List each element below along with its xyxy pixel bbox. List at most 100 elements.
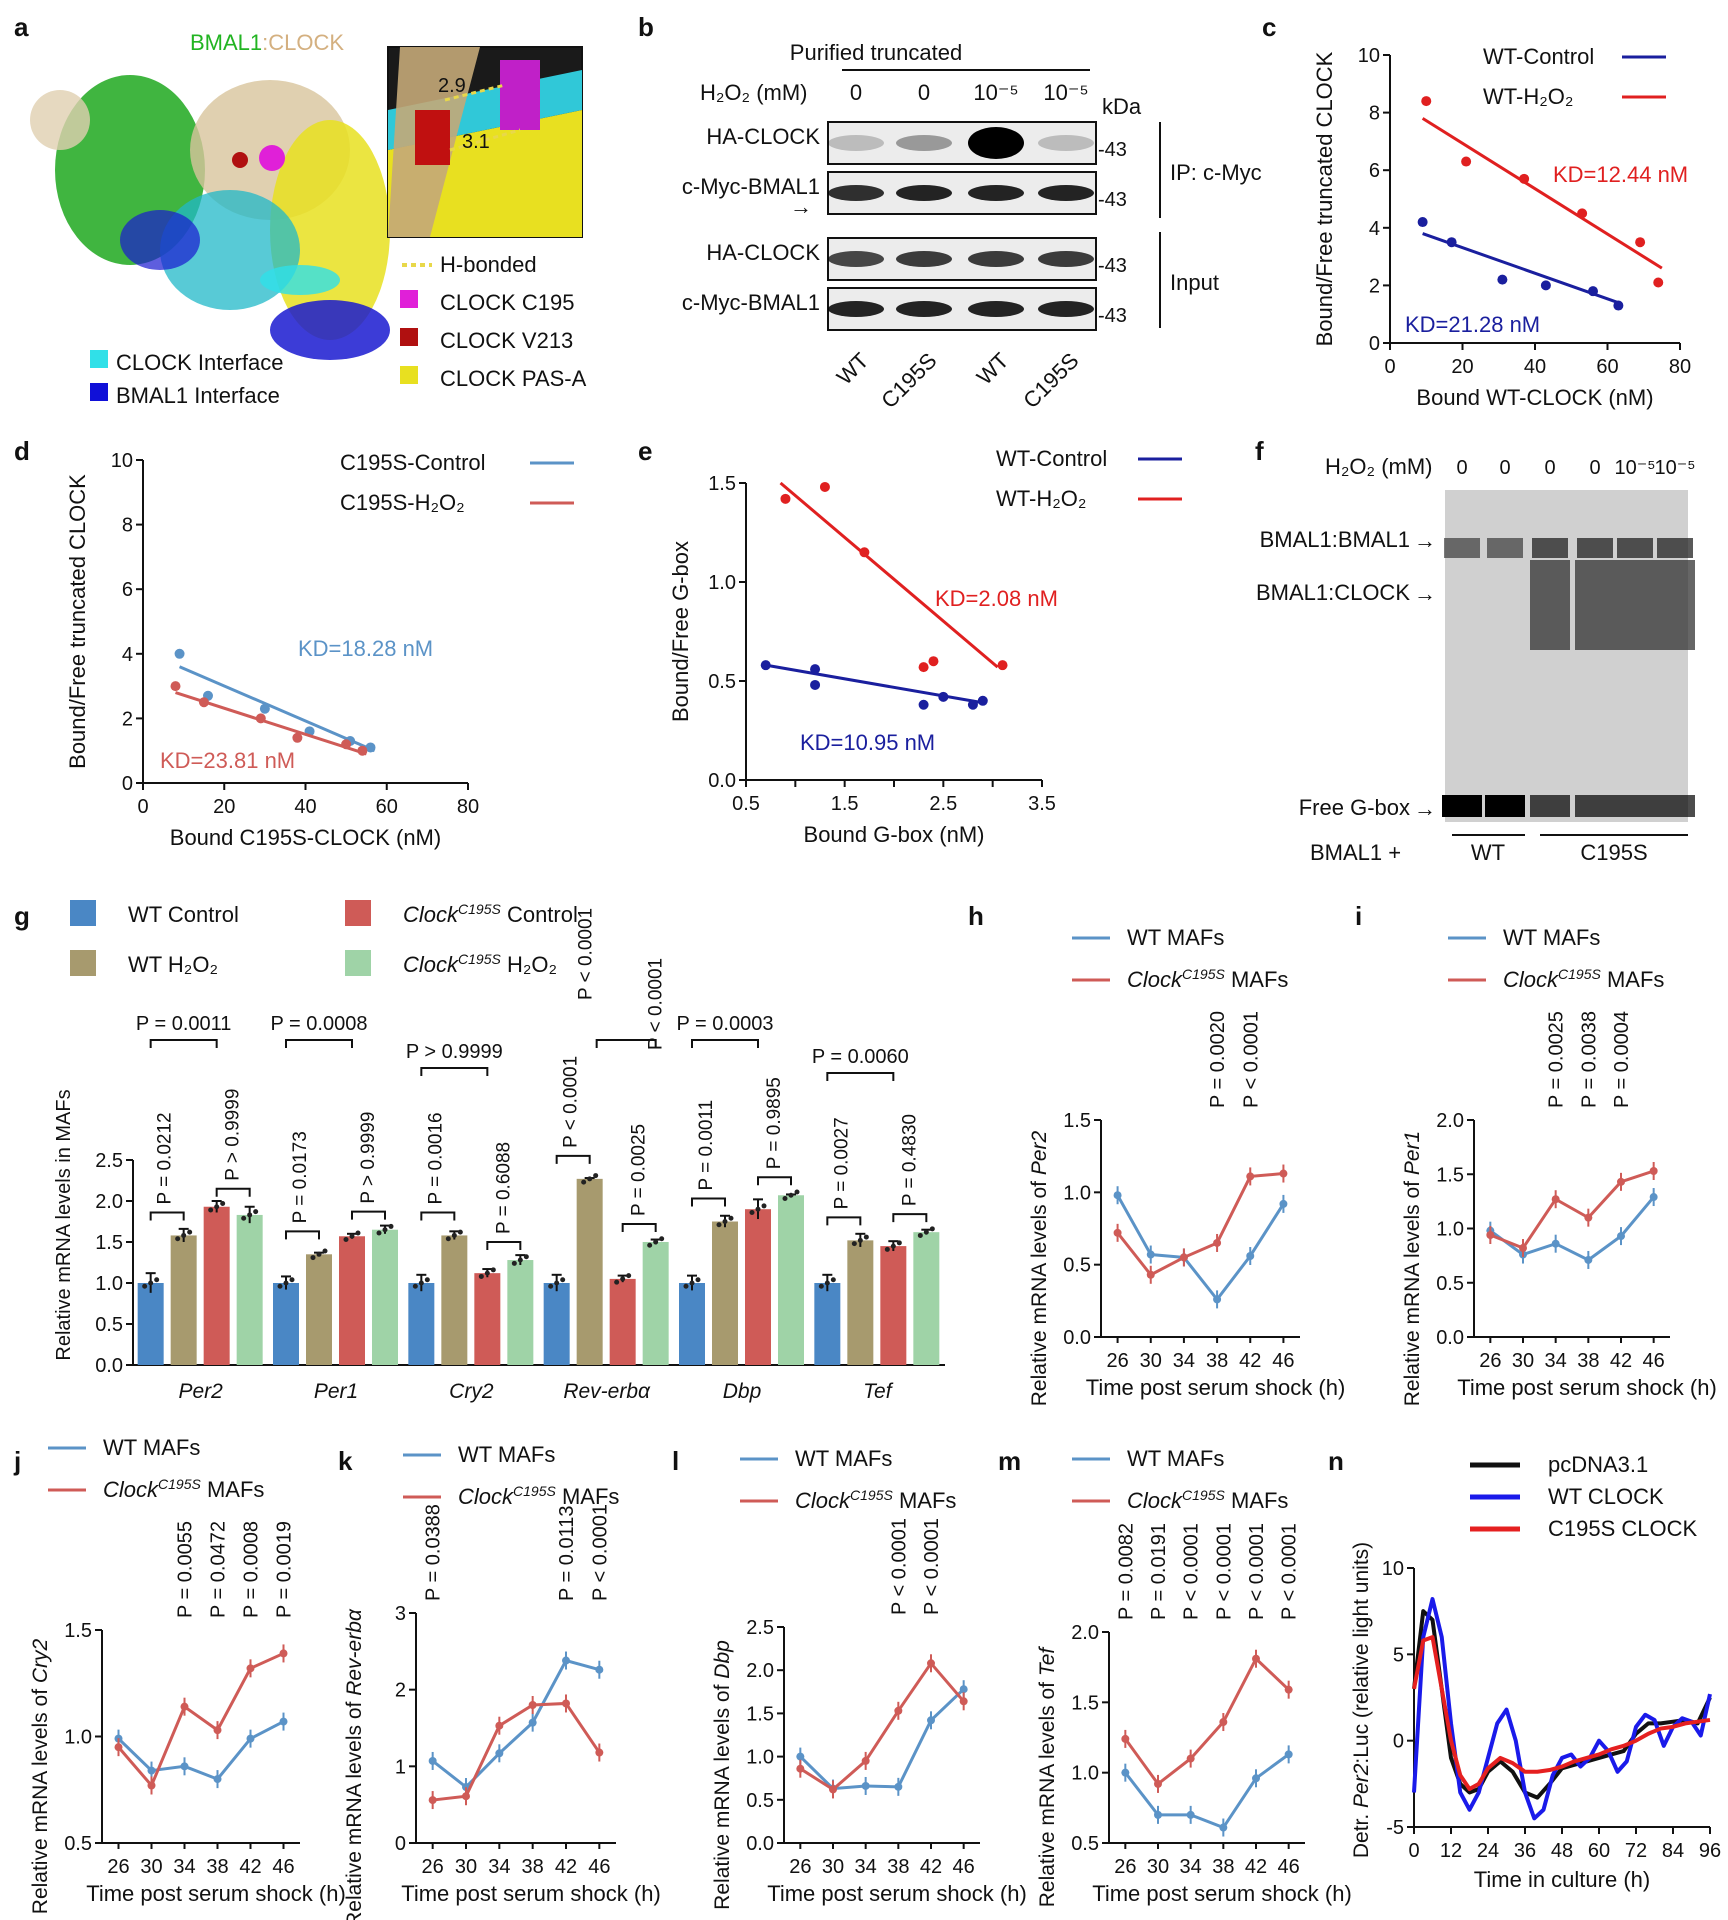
x-tick-label: 42 bbox=[920, 1856, 942, 1878]
replicate-dot bbox=[818, 1283, 824, 1289]
bracket-right bbox=[621, 1222, 657, 1232]
protein-structure-image bbox=[30, 75, 390, 360]
y-tick-label: 8 bbox=[122, 515, 133, 537]
data-point bbox=[1653, 277, 1664, 288]
x-tick-label: 46 bbox=[953, 1856, 975, 1878]
x-tick-label: 46 bbox=[1643, 1350, 1665, 1372]
legend-label-1: CLOCK C195 bbox=[440, 290, 575, 315]
replicate-dot bbox=[490, 1267, 496, 1273]
data-point bbox=[428, 1756, 437, 1765]
data-point bbox=[1577, 208, 1588, 219]
gel-band-arrow: → bbox=[1414, 528, 1436, 553]
legend-label-1: ClockC195S MAFs bbox=[103, 1476, 264, 1502]
legend-label-0: WT-Control bbox=[1483, 44, 1594, 69]
blot-h2o2-value: 0 bbox=[918, 80, 930, 105]
y-axis-label: Relative mRNA levels of Rev-erbα bbox=[343, 1608, 366, 1920]
gel-lanes bbox=[1442, 538, 1695, 817]
x-tick-label: 1.5 bbox=[831, 793, 859, 815]
blot-lane-1: C195S bbox=[876, 348, 941, 413]
data-point bbox=[259, 703, 270, 714]
data-point bbox=[528, 1701, 537, 1709]
data-point bbox=[1551, 1195, 1560, 1204]
x-tick-label: 0.5 bbox=[732, 793, 760, 815]
bar bbox=[236, 1214, 263, 1365]
y-tick-label: 0 bbox=[1369, 333, 1380, 355]
bracket-left bbox=[285, 1230, 320, 1240]
y-axis-label: Relative mRNA levels of Per2 bbox=[1028, 1130, 1051, 1406]
replicate-dot bbox=[581, 1179, 587, 1185]
x-tick-label: 34 bbox=[1180, 1856, 1202, 1878]
data-point bbox=[819, 481, 830, 492]
blot-band bbox=[968, 251, 1024, 267]
legend-label-0: WT MAFs bbox=[795, 1446, 892, 1471]
data-point bbox=[1279, 1169, 1288, 1178]
data-point bbox=[174, 648, 185, 659]
x-tick-label: 30 bbox=[1512, 1350, 1534, 1372]
bracket-left bbox=[149, 1211, 185, 1221]
legend-swatch-3 bbox=[345, 950, 371, 976]
legend-swatch-1 bbox=[400, 290, 418, 308]
series-line-0 bbox=[799, 1688, 965, 1791]
replicate-dot bbox=[761, 1203, 767, 1209]
x-tick-label: 38 bbox=[1206, 1350, 1228, 1372]
y-tick-label: 0.5 bbox=[1436, 1273, 1464, 1295]
panel-letter-f: f bbox=[1255, 436, 1264, 466]
chart-h: 0.0 0.5 1.0 1.5 26 30 34 38 42 46 Time post serum … bbox=[1028, 925, 1345, 1406]
gel-band-complex bbox=[1655, 560, 1695, 650]
panel-letter-g: g bbox=[14, 901, 30, 931]
replicate-dot bbox=[749, 1209, 755, 1215]
pval-left: P = 0.0173 bbox=[290, 1131, 311, 1223]
legend-label-1: ClockC195S MAFs bbox=[1127, 966, 1288, 992]
series-line-0 bbox=[1116, 1194, 1285, 1302]
gel-bmal1-label: BMAL1 + bbox=[1310, 840, 1401, 865]
legend-label-1: WT H₂O₂ bbox=[128, 952, 218, 977]
bracket-top bbox=[149, 1039, 218, 1048]
panel-letter-b: b bbox=[638, 12, 654, 42]
replicate-dot bbox=[424, 1277, 430, 1283]
replicate-dot bbox=[728, 1215, 734, 1221]
y-tick-label: 1.5 bbox=[64, 1620, 92, 1642]
blot-h2o2-value: 10⁻⁵ bbox=[973, 80, 1018, 105]
pval-top-right: P < 0.0001 bbox=[646, 958, 667, 1050]
chart-i: 0.0 0.5 1.0 1.5 2.0 26 30 34 38 42 46 Time post ser… bbox=[1401, 925, 1717, 1406]
y-tick-label: 1.0 bbox=[1063, 1182, 1091, 1204]
bar bbox=[576, 1178, 603, 1365]
y-tick-label: 1.0 bbox=[708, 572, 736, 594]
panel-letter-i: i bbox=[1355, 901, 1362, 931]
legend-swatch-2 bbox=[400, 328, 418, 346]
data-point bbox=[255, 713, 266, 724]
bracket-right bbox=[892, 1213, 928, 1223]
data-point bbox=[213, 1775, 222, 1784]
legend-label-0: WT MAFs bbox=[458, 1442, 555, 1467]
gel-band-free bbox=[1530, 795, 1570, 817]
gel-h2o2-value: 10⁻⁵ bbox=[1654, 457, 1695, 479]
y-tick-label: 1.5 bbox=[708, 473, 736, 495]
replicate-dot bbox=[683, 1283, 689, 1289]
blot-band bbox=[828, 301, 884, 317]
series-line-1 bbox=[432, 1701, 601, 1802]
replicate-dot bbox=[253, 1209, 259, 1215]
replicate-dot bbox=[890, 1243, 896, 1249]
replicate-dot bbox=[181, 1232, 187, 1238]
bar bbox=[712, 1221, 738, 1365]
pval-label: P = 0.0025 bbox=[1546, 1011, 1568, 1108]
data-point bbox=[1588, 286, 1598, 297]
legend-label-0: WT Control bbox=[128, 902, 239, 927]
blot-marker-2: -43 bbox=[1098, 255, 1127, 277]
replicate-dot bbox=[863, 1234, 869, 1240]
gel-band-free bbox=[1575, 795, 1615, 817]
replicate-dot bbox=[154, 1277, 160, 1283]
data-point bbox=[1113, 1228, 1122, 1237]
replicate-dot bbox=[478, 1273, 484, 1279]
replicate-dot bbox=[626, 1273, 632, 1279]
x-tick-label: 36 bbox=[1514, 1840, 1536, 1862]
blot-marker-0: -43 bbox=[1098, 139, 1127, 161]
gel-group-c195s: C195S bbox=[1580, 840, 1647, 865]
replicate-dot bbox=[457, 1229, 463, 1235]
x-axis-label: Time post serum shock (h) bbox=[767, 1881, 1027, 1906]
kd-label-0: KD=10.95 nM bbox=[800, 730, 935, 755]
data-point bbox=[859, 547, 870, 558]
gel-band-label-1: BMAL1:CLOCK bbox=[1256, 580, 1410, 605]
data-point bbox=[170, 681, 181, 692]
